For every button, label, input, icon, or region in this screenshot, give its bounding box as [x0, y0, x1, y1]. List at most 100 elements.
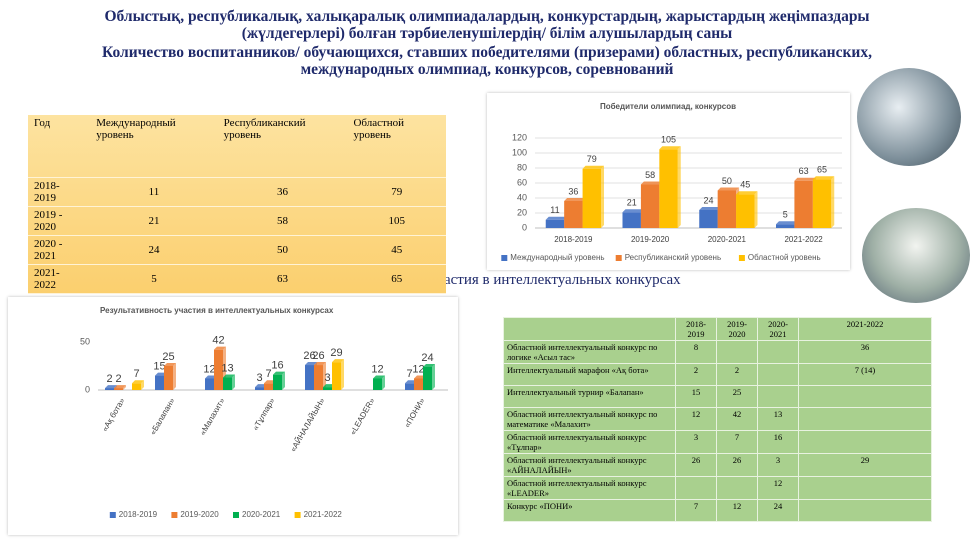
data-label: 45	[740, 180, 750, 190]
bar	[423, 366, 432, 390]
data-label: 3	[324, 372, 330, 384]
table-cell: 3	[675, 430, 717, 454]
table-row: 2018- 2019 11 36 79	[28, 177, 446, 207]
x-tick-label: «Ақ бота»	[100, 396, 126, 433]
data-label: 58	[645, 170, 655, 180]
data-label: 2	[106, 373, 112, 385]
data-label: 24	[703, 195, 713, 205]
table-row: 2020 - 2021 24 50 45	[28, 235, 446, 265]
legend-label: 2019-2020	[180, 510, 219, 519]
table-cell: Интеллектуальный турнир «Балапан»	[503, 385, 676, 408]
legend-swatch	[233, 512, 239, 518]
table-cell: Областной интеллектуальный конкурс «Тұлп…	[503, 430, 676, 454]
bar-top	[114, 385, 126, 389]
table-cell: 79	[347, 177, 446, 207]
table-cell	[757, 340, 799, 364]
table-cell: 63	[217, 264, 348, 294]
bar	[273, 374, 282, 390]
bar	[132, 383, 141, 390]
bar	[794, 180, 813, 228]
legend-swatch	[294, 512, 301, 518]
y-tick-label: 0	[85, 384, 90, 394]
table-cell: 2	[675, 363, 717, 386]
data-label: 26	[303, 350, 315, 362]
legend-swatch	[501, 255, 508, 261]
legend-label: Областной уровень	[748, 253, 821, 262]
data-label: 26	[312, 350, 324, 362]
bar-top	[164, 363, 176, 366]
table-cell: 16	[757, 430, 799, 454]
table-cell	[716, 340, 758, 364]
table-cell: 36	[798, 340, 932, 364]
data-label: 25	[162, 351, 174, 363]
table-row: Областной интеллектуальный конкурс по ло…	[503, 340, 932, 364]
table-cell: 45	[347, 235, 446, 265]
bar-depth	[141, 380, 144, 390]
table-cell: 8	[675, 340, 717, 364]
data-label: 15	[153, 361, 165, 373]
bar	[582, 168, 602, 228]
data-label: 7	[133, 368, 139, 380]
bar-depth	[323, 362, 326, 390]
table-cell: 24	[757, 499, 799, 522]
bar	[622, 212, 641, 228]
bar-depth	[754, 191, 758, 228]
results-table: Год Международный уровень Республиканский …	[28, 115, 446, 294]
table-cell: 2020 - 2021	[28, 235, 91, 265]
legend-label: Республиканский уровень	[625, 253, 721, 262]
legend-swatch	[171, 512, 178, 518]
table-cell: 105	[347, 206, 446, 236]
legend-swatch	[615, 255, 622, 261]
table-cell: 2018-2019	[675, 317, 717, 341]
bar-top	[564, 198, 586, 201]
table-cell: Областной интеллектуальный конкурс по ло…	[503, 340, 676, 364]
y-tick-label: 120	[512, 132, 527, 142]
legend-label: Международный уровень	[510, 253, 604, 262]
table-cell: 21	[90, 206, 218, 236]
data-label: 63	[799, 166, 809, 176]
y-tick-label: 40	[517, 192, 527, 202]
table-cell: 12	[716, 499, 758, 522]
table-cell: 29	[798, 453, 932, 477]
bar	[640, 184, 660, 228]
bar-top	[699, 207, 721, 210]
bar	[564, 201, 583, 228]
bar-top	[775, 221, 798, 225]
data-label: 105	[661, 135, 676, 145]
bar-top	[132, 380, 144, 384]
table-cell	[675, 476, 717, 500]
x-tick-label: 2021-2022	[784, 235, 823, 244]
bar-depth	[282, 371, 285, 390]
table-cell: 24	[90, 235, 218, 265]
table-cell: 7	[716, 430, 758, 454]
bar	[373, 378, 382, 390]
table-cell: 12	[757, 476, 799, 500]
title-line: Количество воспитанников/ обучающихся, с…	[102, 44, 872, 61]
bar	[264, 383, 273, 390]
chart-title: Победители олимпиад, конкурсов	[600, 102, 736, 111]
table-row: 2018-2019 2019-2020 2020-2021 2021-2022	[503, 317, 932, 341]
legend-swatch	[738, 255, 745, 261]
table-cell	[798, 499, 932, 522]
y-tick-label: 80	[517, 162, 527, 172]
bar-top	[622, 209, 644, 213]
table-row: Областной интеллектуальный конкурс по ма…	[503, 407, 932, 431]
table-cell: 2021- 2022	[28, 264, 91, 294]
legend-label: 2018-2019	[119, 510, 158, 519]
table-row: Областной интеллектуальный конкурс «LEAD…	[503, 476, 932, 500]
legend-label: 2020-2021	[242, 510, 281, 519]
bar-top	[717, 187, 740, 191]
bar-depth	[341, 359, 344, 390]
bar	[164, 366, 173, 390]
table-cell	[757, 385, 799, 408]
data-label: 21	[627, 198, 637, 208]
data-label: 2	[115, 373, 121, 385]
bar-top	[640, 181, 663, 185]
bar	[545, 219, 565, 228]
y-tick-label: 100	[512, 147, 527, 157]
bar-top	[305, 362, 317, 366]
chart: Победители олимпиад, конкурсов 0 20 40 60 80 1…	[487, 93, 850, 270]
bar	[205, 378, 214, 390]
bar-top	[812, 176, 835, 180]
